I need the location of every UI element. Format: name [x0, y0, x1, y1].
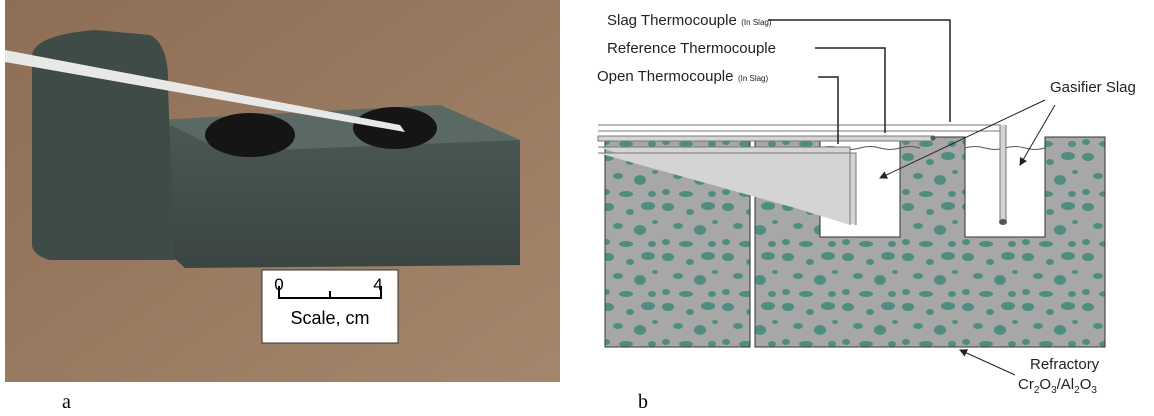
open-tc-note: (In Slag) [738, 74, 769, 83]
scale-caption: Scale, cm [290, 308, 369, 328]
reference-tc: Reference Thermocouple [607, 40, 776, 57]
svg-text:Slag Thermocouple (In Slag): Slag Thermocouple (In Slag) [607, 12, 772, 29]
panel-label: a [62, 391, 71, 413]
panel-label: b [638, 391, 648, 413]
svg-text:Open Thermocouple (In Slag): Open Thermocouple (In Slag) [597, 68, 769, 85]
formula-sub: 3 [1091, 385, 1097, 396]
open-tc: Open Thermocouple [597, 68, 733, 85]
formula-part: /Al [1057, 376, 1075, 393]
formula-part: O [1080, 376, 1092, 393]
slag-tc-note: (In Slag) [741, 18, 772, 27]
photo: 0 4 Scale, cm [5, 0, 560, 382]
scale-max: 4 [373, 275, 382, 294]
refractory: Refractory [1030, 356, 1100, 373]
gasifier-slag: Gasifier Slag [1050, 79, 1136, 96]
formula-part: Cr [1018, 376, 1034, 393]
figure: 0 4 Scale, cm a Slag Thermocouple (In Sl… [0, 0, 1154, 416]
scale-min: 0 [274, 275, 283, 294]
diagram: Slag Thermocouple (In Slag) Reference Th… [597, 12, 1136, 396]
formula-part: O [1039, 376, 1051, 393]
refractory-formula: Cr2O3/Al2O3 [1018, 376, 1097, 396]
slag-tc: Slag Thermocouple [607, 12, 737, 29]
